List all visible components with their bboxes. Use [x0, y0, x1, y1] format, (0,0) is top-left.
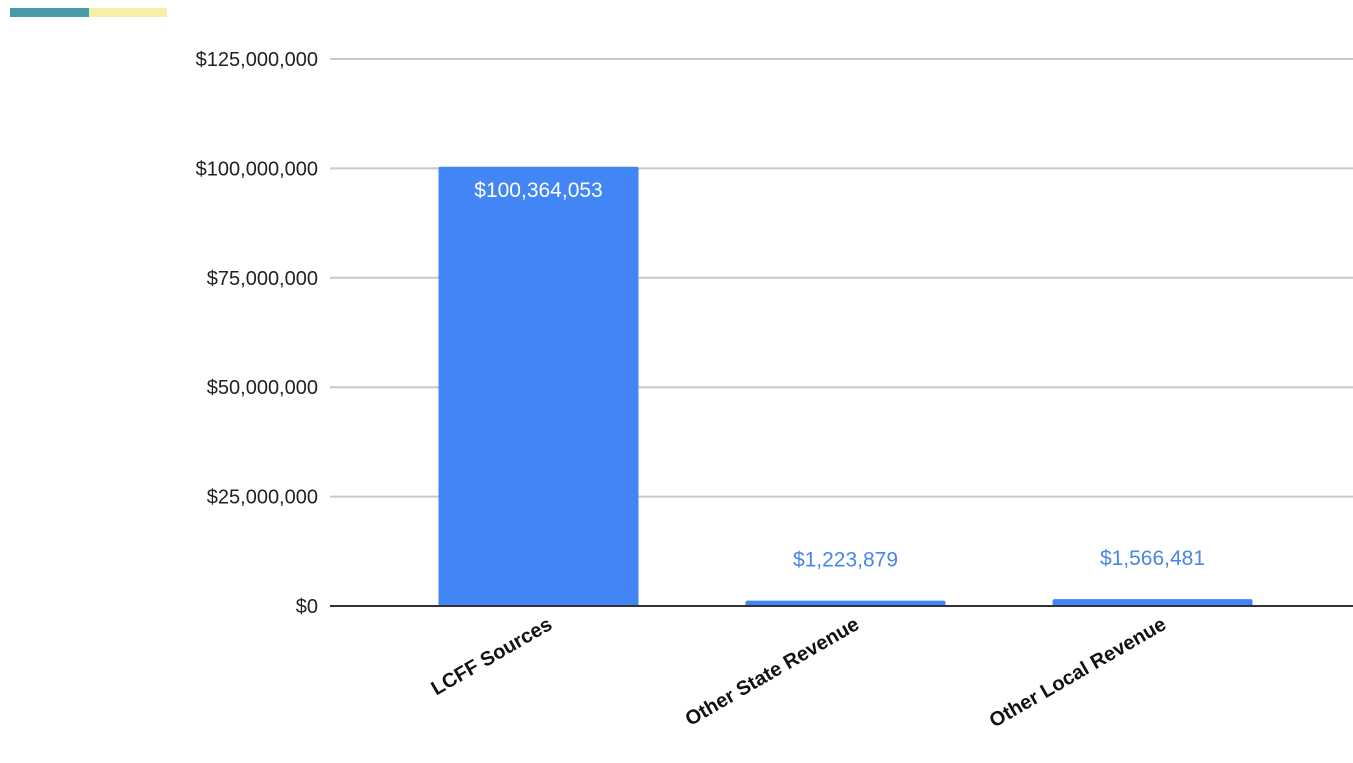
x-category-label: Other Local Revenue [986, 613, 1170, 732]
y-tick-label: $25,000,000 [207, 487, 318, 509]
bar-lcff-sources [438, 166, 639, 607]
data-labels: $100,364,053 $1,223,879 $1,566,481 [474, 179, 1206, 573]
header-swatch-yellow [89, 8, 167, 17]
data-label: $1,566,481 [1100, 547, 1205, 570]
header-swatch-teal [10, 8, 89, 17]
data-label: $1,223,879 [793, 549, 898, 572]
y-tick-label: $75,000,000 [207, 268, 318, 290]
x-category-label: LCFF Sources [428, 613, 556, 700]
y-tick-label: $125,000,000 [196, 49, 318, 71]
x-axis-category-labels: LCFF Sources Other State Revenue Other Loc… [428, 613, 1170, 732]
y-tick-label: $100,000,000 [196, 158, 318, 180]
data-label: $100,364,053 [474, 179, 602, 202]
bar-other-local-revenue [1052, 599, 1253, 606]
bar-other-state-revenue [745, 600, 946, 606]
y-axis-tick-labels: $0 $25,000,000 $50,000,000 $75,000,000 $100,… [196, 49, 318, 618]
y-tick-label: $50,000,000 [207, 377, 318, 399]
y-tick-label: $0 [296, 596, 318, 618]
bars [438, 166, 1253, 607]
x-category-label: Other State Revenue [682, 613, 863, 730]
